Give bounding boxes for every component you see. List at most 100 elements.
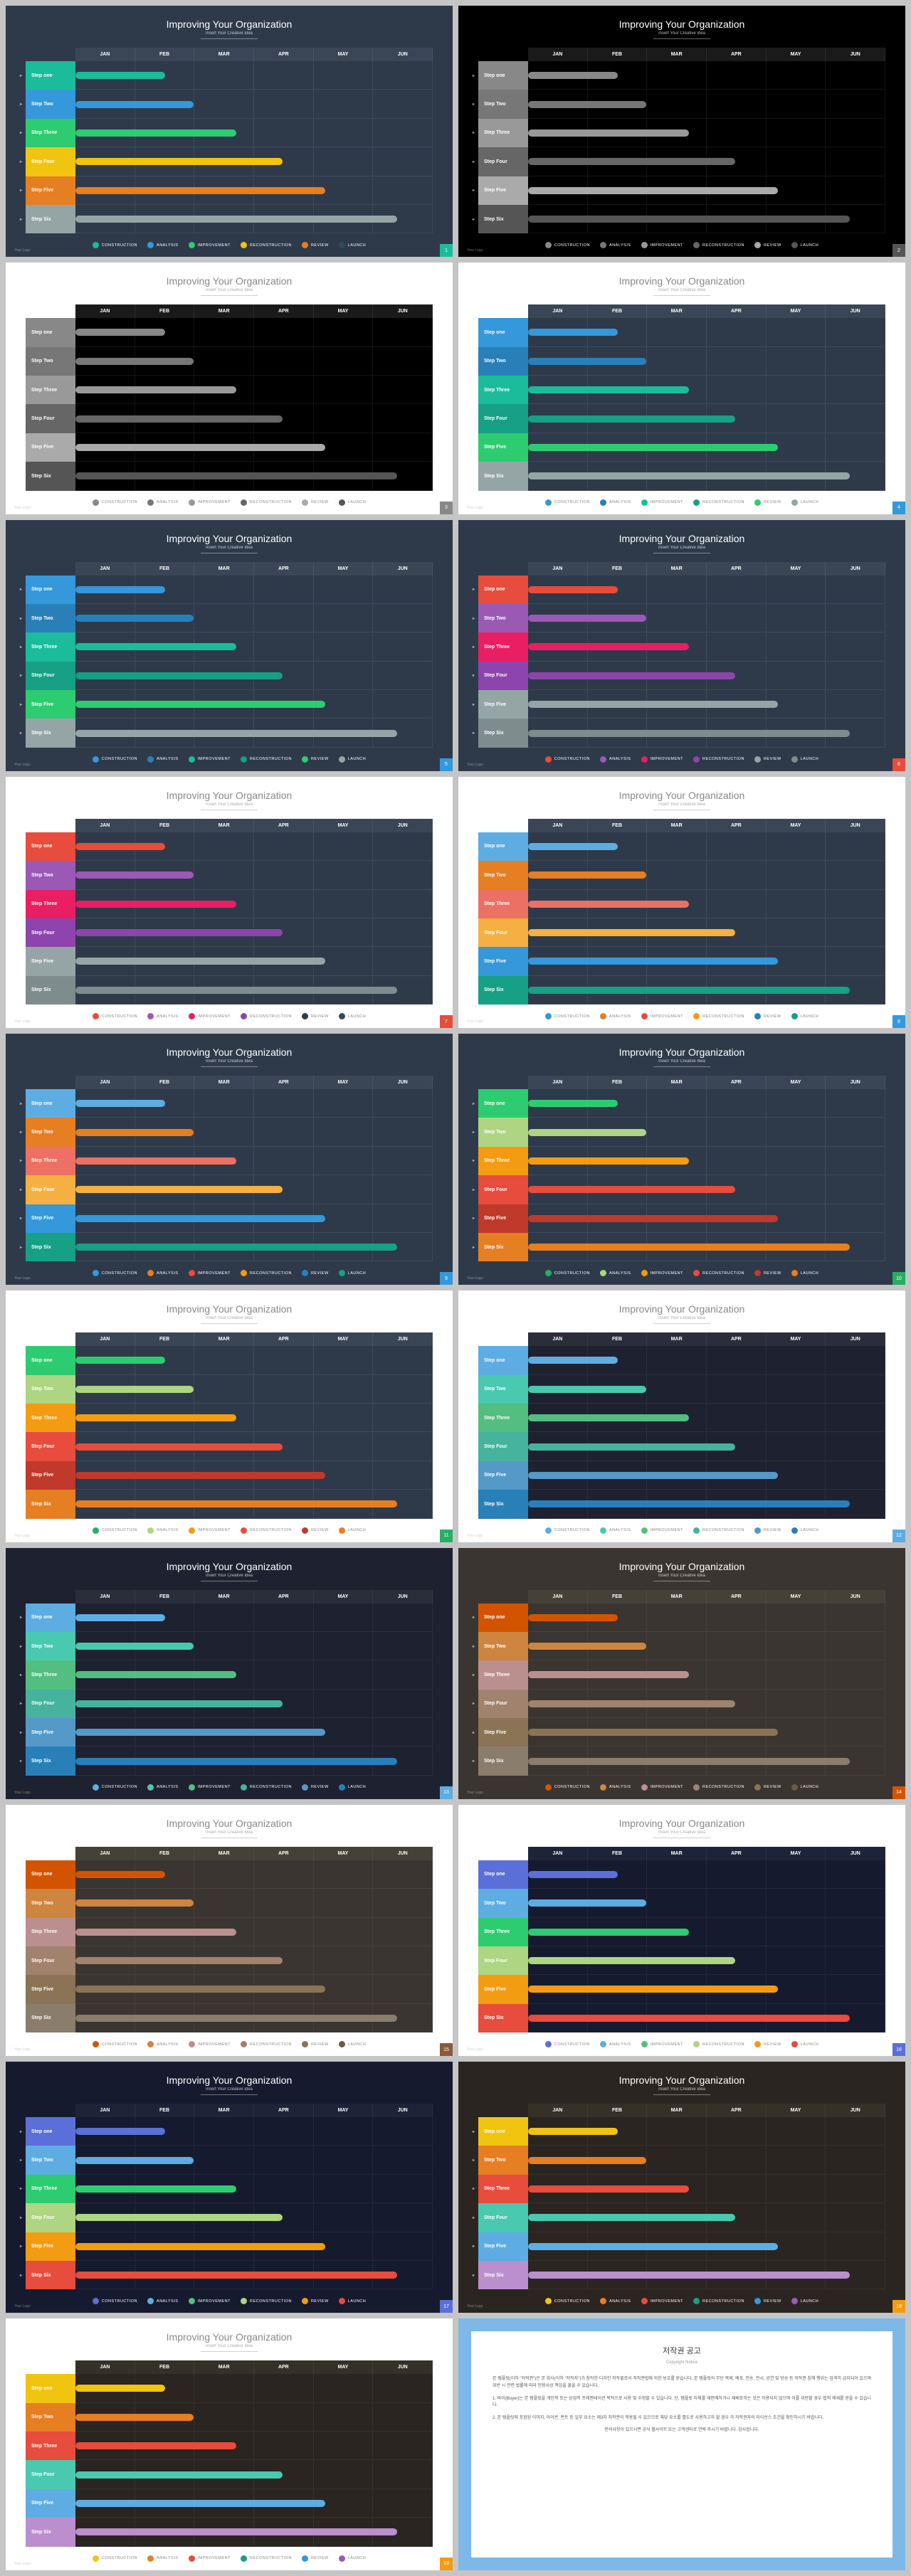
step-label: Step Four bbox=[478, 662, 528, 690]
month-header: MAR bbox=[647, 819, 707, 832]
months-header: JANFEBMARAPRMAYJUN bbox=[75, 819, 433, 832]
legend-dot bbox=[189, 756, 195, 763]
legend-label: ANALYSIS bbox=[609, 243, 631, 248]
legend-item: REVIEW bbox=[754, 2298, 781, 2304]
month-header: MAR bbox=[194, 304, 254, 318]
legend-label: ANALYSIS bbox=[609, 2042, 631, 2047]
legend-label: RECONSTRUCTION bbox=[702, 2042, 744, 2047]
legend-item: RECONSTRUCTION bbox=[693, 756, 744, 763]
legend-dot bbox=[241, 1527, 247, 1534]
gantt-row: Step Six bbox=[26, 1233, 433, 1261]
legend-dot bbox=[791, 2041, 798, 2047]
footer-logo: Your Logo bbox=[14, 2562, 31, 2566]
slide-title: Improving Your Organization bbox=[26, 18, 433, 30]
legend-item: ANALYSIS bbox=[147, 499, 179, 506]
legend-label: RECONSTRUCTION bbox=[702, 243, 744, 248]
gantt-row: Step Three bbox=[26, 1660, 433, 1689]
legend-label: IMPROVEMENT bbox=[198, 1271, 231, 1276]
gantt-bar bbox=[528, 1500, 850, 1507]
month-header: APR bbox=[254, 304, 314, 318]
gantt-row: Step Two bbox=[26, 1375, 433, 1404]
legend-label: REVIEW bbox=[311, 2042, 329, 2047]
legend-dot bbox=[93, 2041, 99, 2047]
legend-label: RECONSTRUCTION bbox=[702, 1271, 744, 1276]
legend-item: RECONSTRUCTION bbox=[693, 1013, 744, 1019]
divider bbox=[653, 1066, 710, 1067]
legend-item: REVIEW bbox=[302, 756, 329, 763]
legend-label: IMPROVEMENT bbox=[198, 757, 231, 761]
step-label: Step Five bbox=[478, 433, 528, 462]
legend-item: IMPROVEMENT bbox=[641, 2041, 683, 2047]
step-label: Step one bbox=[26, 318, 75, 346]
gantt-track bbox=[75, 1233, 433, 1261]
gantt-row: Step Four bbox=[478, 1175, 885, 1204]
gantt-track bbox=[75, 1889, 433, 1917]
legend-label: ANALYSIS bbox=[609, 1014, 631, 1019]
legend-item: RECONSTRUCTION bbox=[241, 1527, 292, 1534]
legend-item: REVIEW bbox=[754, 1784, 781, 1791]
gantt-chart: JANFEBMARAPRMAYJUNStep oneStep TwoStep T… bbox=[478, 562, 885, 763]
gantt-track bbox=[528, 147, 885, 176]
month-header: FEB bbox=[588, 1332, 648, 1346]
gantt-bar bbox=[528, 216, 850, 223]
page-corner: 17 bbox=[440, 2300, 453, 2313]
legend-label: LAUNCH bbox=[801, 1014, 819, 1019]
gantt-track bbox=[528, 61, 885, 90]
month-header: JUN bbox=[826, 1847, 885, 1860]
month-header: JAN bbox=[528, 48, 588, 61]
legend-label: LAUNCH bbox=[348, 1785, 367, 1789]
month-header: MAY bbox=[767, 1076, 826, 1089]
legend-item: REVIEW bbox=[754, 756, 781, 763]
legend-label: CONSTRUCTION bbox=[102, 1785, 137, 1789]
step-label: Step Three bbox=[26, 2432, 75, 2460]
legend-item: RECONSTRUCTION bbox=[693, 1527, 744, 1534]
legend-label: CONSTRUCTION bbox=[554, 500, 590, 504]
page-corner: 2 bbox=[892, 244, 905, 257]
legend-dot bbox=[791, 1784, 798, 1791]
footer-logo: Your Logo bbox=[467, 1534, 483, 1538]
legend-dot bbox=[241, 1013, 247, 1019]
legend: CONSTRUCTIONANALYSISIMPROVEMENTRECONSTRU… bbox=[26, 1013, 433, 1019]
gantt-chart: JANFEBMARAPRMAYJUNStep oneStep TwoStep T… bbox=[478, 819, 885, 1019]
legend-item: IMPROVEMENT bbox=[189, 499, 231, 506]
footer-logo: Your Logo bbox=[14, 1791, 31, 1795]
legend-item: REVIEW bbox=[302, 499, 329, 506]
gantt-track bbox=[75, 1404, 433, 1432]
month-header: MAR bbox=[194, 562, 254, 576]
months-header: JANFEBMARAPRMAYJUN bbox=[75, 1332, 433, 1346]
gantt-row: Step Six bbox=[478, 205, 885, 233]
step-label: Step Two bbox=[478, 1375, 528, 1404]
gantt-row: Step Four bbox=[26, 662, 433, 690]
legend-item: CONSTRUCTION bbox=[93, 242, 137, 248]
gantt-rows: Step oneStep TwoStep ThreeStep FourStep … bbox=[26, 1604, 433, 1776]
gantt-bar bbox=[528, 672, 735, 679]
gantt-row: Step one bbox=[26, 318, 433, 346]
gantt-track bbox=[75, 176, 433, 205]
gantt-track bbox=[528, 1461, 885, 1490]
month-header: APR bbox=[254, 1332, 314, 1346]
gantt-track bbox=[528, 690, 885, 719]
legend-label: IMPROVEMENT bbox=[651, 1014, 683, 1019]
legend-dot bbox=[147, 1784, 154, 1791]
gantt-row: Step Three bbox=[478, 1660, 885, 1689]
legend-dot bbox=[693, 1270, 700, 1276]
month-header: JUN bbox=[373, 1847, 433, 1860]
legend: CONSTRUCTIONANALYSISIMPROVEMENTRECONSTRU… bbox=[478, 756, 885, 763]
step-label: Step Three bbox=[478, 890, 528, 918]
footer-logo: Your Logo bbox=[14, 1019, 31, 1024]
step-label: Step one bbox=[26, 1860, 75, 1889]
legend-label: RECONSTRUCTION bbox=[702, 757, 744, 761]
month-header: JAN bbox=[528, 819, 588, 832]
legend-item: RECONSTRUCTION bbox=[241, 1784, 292, 1791]
gantt-track bbox=[528, 1747, 885, 1775]
legend-dot bbox=[189, 1527, 195, 1534]
gantt-bar bbox=[75, 987, 397, 994]
gantt-bar bbox=[75, 730, 397, 737]
legend-item: LAUNCH bbox=[339, 756, 367, 763]
slide-4: Improving Your OrganizationInsert Your C… bbox=[458, 263, 905, 514]
legend-item: REVIEW bbox=[754, 2041, 781, 2047]
divider bbox=[653, 1323, 710, 1324]
month-header: JUN bbox=[373, 1590, 433, 1604]
gantt-row: Step Two bbox=[478, 347, 885, 376]
gantt-track bbox=[75, 1175, 433, 1204]
